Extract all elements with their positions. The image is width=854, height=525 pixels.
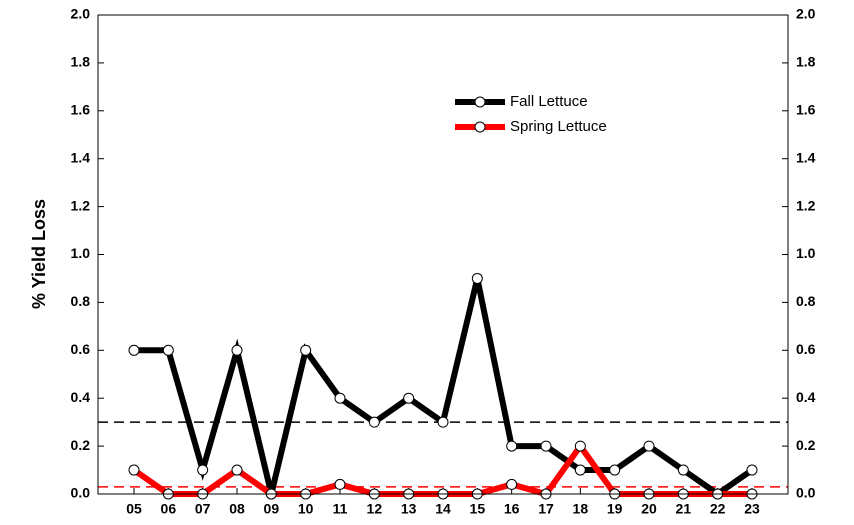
x-tick-label: 14: [435, 501, 451, 517]
plot-frame: [97, 14, 789, 495]
point-marker: [437, 416, 449, 428]
y2-tick-label: 0.0: [796, 485, 816, 501]
x-tick-label: 10: [298, 501, 314, 517]
x-tick-label: 22: [710, 501, 726, 517]
y-tick-label: 0.4: [71, 389, 91, 405]
y-tick-label: 1.8: [71, 54, 91, 70]
legend-label: Spring Lettuce: [510, 118, 607, 135]
series-line: [134, 277, 754, 498]
point-marker: [300, 344, 312, 356]
x-tick-label: 20: [641, 501, 657, 517]
y-tick-label: 1.4: [71, 149, 91, 165]
x-tick-label: 19: [607, 501, 623, 517]
point-marker: [162, 344, 174, 356]
point-marker: [574, 440, 586, 452]
x-tick-label: 13: [401, 501, 417, 517]
y2-tick-label: 0.2: [796, 437, 816, 453]
y2-tick-label: 0.4: [796, 389, 816, 405]
y-tick-label: 0.2: [71, 437, 91, 453]
point-marker: [403, 392, 415, 404]
point-marker: [231, 464, 243, 476]
y-tick-label: 1.2: [71, 197, 91, 213]
point-marker: [677, 464, 689, 476]
point-marker: [128, 344, 140, 356]
x-tick-label: 12: [367, 501, 383, 517]
legend-label: Fall Lettuce: [510, 93, 588, 110]
x-tick-label: 15: [470, 501, 486, 517]
x-tick-label: 16: [504, 501, 520, 517]
x-tick-label: 08: [229, 501, 245, 517]
y-tick-label: 1.0: [71, 245, 91, 261]
x-tick-label: 23: [744, 501, 760, 517]
y2-tick-label: 1.4: [796, 149, 816, 165]
y2-tick-label: 1.8: [796, 54, 816, 70]
x-tick-label: 05: [126, 501, 142, 517]
legend-marker: [474, 121, 486, 133]
point-marker: [334, 392, 346, 404]
point-marker: [643, 440, 655, 452]
x-tick-label: 07: [195, 501, 211, 517]
point-marker: [231, 344, 243, 356]
y-tick-label: 1.6: [71, 102, 91, 118]
y2-tick-label: 2.0: [796, 6, 816, 22]
y2-tick-label: 0.6: [796, 341, 816, 357]
x-tick-label: 06: [161, 501, 177, 517]
x-tick-label: 18: [573, 501, 589, 517]
point-marker: [540, 440, 552, 452]
y2-tick-label: 1.0: [796, 245, 816, 261]
point-marker: [197, 464, 209, 476]
y-tick-label: 2.0: [71, 6, 91, 22]
y2-tick-label: 0.8: [796, 293, 816, 309]
y-axis-label: % Yield Loss: [29, 199, 49, 309]
y-tick-label: 0.8: [71, 293, 91, 309]
legend-marker: [474, 96, 486, 108]
y-tick-label: 0.6: [71, 341, 91, 357]
x-tick-label: 11: [333, 501, 348, 517]
point-marker: [506, 440, 518, 452]
point-marker: [368, 416, 380, 428]
x-tick-label: 17: [538, 501, 554, 517]
point-marker: [471, 272, 483, 284]
point-marker: [574, 464, 586, 476]
y2-tick-label: 1.6: [796, 102, 816, 118]
point-marker: [334, 478, 346, 490]
x-tick-label: 21: [676, 501, 692, 517]
x-tick-label: 09: [264, 501, 280, 517]
y2-tick-label: 1.2: [796, 197, 816, 213]
y-tick-label: 0.0: [71, 485, 91, 501]
point-marker: [746, 464, 758, 476]
point-marker: [128, 464, 140, 476]
point-marker: [609, 464, 621, 476]
point-marker: [506, 478, 518, 490]
